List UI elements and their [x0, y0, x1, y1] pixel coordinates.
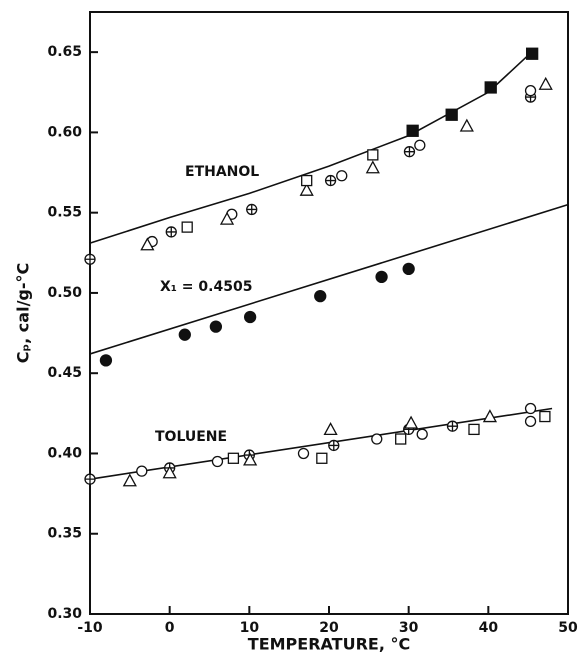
plot-frame: [89, 11, 569, 615]
point-circle: [524, 402, 537, 415]
point-filled-circle: [209, 320, 223, 333]
point-square: [395, 433, 407, 445]
point-filled-square: [445, 108, 458, 121]
fit-curve: [89, 54, 529, 244]
point-circle: [371, 433, 383, 445]
point-circle: [524, 85, 537, 97]
point-circled-plus: [446, 420, 459, 432]
y-tick-label: 0.30: [47, 606, 82, 622]
point-square: [181, 221, 193, 233]
point-square: [316, 452, 328, 464]
point-filled-square: [526, 47, 539, 60]
point-triangle: [140, 237, 155, 251]
y-tick-label: 0.35: [47, 526, 82, 542]
point-triangle: [162, 465, 177, 479]
point-filled-square: [406, 124, 419, 137]
point-filled-circle: [314, 289, 327, 303]
y-axis-label: Cₚ, cal/g-°C: [14, 263, 33, 364]
point-triangle: [299, 182, 314, 196]
point-triangle: [219, 211, 235, 225]
x-tick-label: -10: [77, 620, 103, 636]
point-circled-plus: [328, 439, 340, 452]
x-tick-label: 0: [165, 620, 175, 636]
point-circle: [336, 170, 348, 182]
x-tick-label: 20: [319, 620, 339, 636]
point-square: [301, 174, 313, 187]
point-triangle: [459, 118, 474, 132]
curve-label: TOLUENE: [155, 429, 227, 445]
point-filled-circle: [178, 328, 191, 341]
y-tick-label: 0.65: [47, 44, 82, 60]
point-triangle: [243, 452, 258, 466]
curve-label: X₁ = 0.4505: [160, 279, 252, 295]
y-tick-label: 0.40: [47, 445, 82, 461]
point-circled-plus: [324, 174, 337, 187]
x-tick-label: 50: [558, 620, 578, 636]
x-tick-label: 10: [240, 620, 260, 636]
curve-label: ETHANOL: [185, 164, 259, 180]
y-tick-label: 0.55: [47, 205, 82, 221]
point-circle: [524, 415, 537, 428]
point-filled-circle: [375, 270, 388, 284]
point-circle: [416, 428, 428, 440]
point-circled-plus: [84, 253, 96, 265]
point-circled-plus: [246, 203, 258, 216]
point-circled-plus: [165, 226, 177, 238]
point-square: [227, 452, 240, 464]
x-tick-label: 40: [479, 620, 499, 636]
point-circle: [211, 455, 224, 468]
point-circle: [297, 447, 310, 460]
point-filled-square: [484, 81, 497, 94]
point-filled-circle: [99, 354, 113, 367]
point-filled-circle: [402, 262, 415, 276]
point-filled-circle: [243, 310, 257, 324]
x-tick-label: 30: [399, 620, 419, 636]
point-triangle: [538, 76, 553, 90]
y-tick-label: 0.60: [47, 124, 82, 140]
point-square: [367, 149, 379, 161]
point-triangle: [323, 422, 338, 436]
point-square: [539, 410, 551, 423]
point-circle: [414, 139, 426, 151]
point-triangle: [403, 415, 419, 429]
point-circle: [136, 465, 148, 477]
point-triangle: [482, 409, 498, 423]
point-triangle: [365, 160, 380, 174]
x-axis-label: TEMPERATURE, °C: [248, 635, 410, 654]
point-circled-plus: [84, 473, 96, 485]
fit-curve: [89, 203, 569, 355]
point-circled-plus: [403, 146, 416, 158]
y-tick-label: 0.45: [47, 365, 82, 381]
y-tick-label: 0.50: [47, 285, 82, 301]
point-triangle: [122, 473, 137, 487]
point-square: [468, 423, 480, 436]
